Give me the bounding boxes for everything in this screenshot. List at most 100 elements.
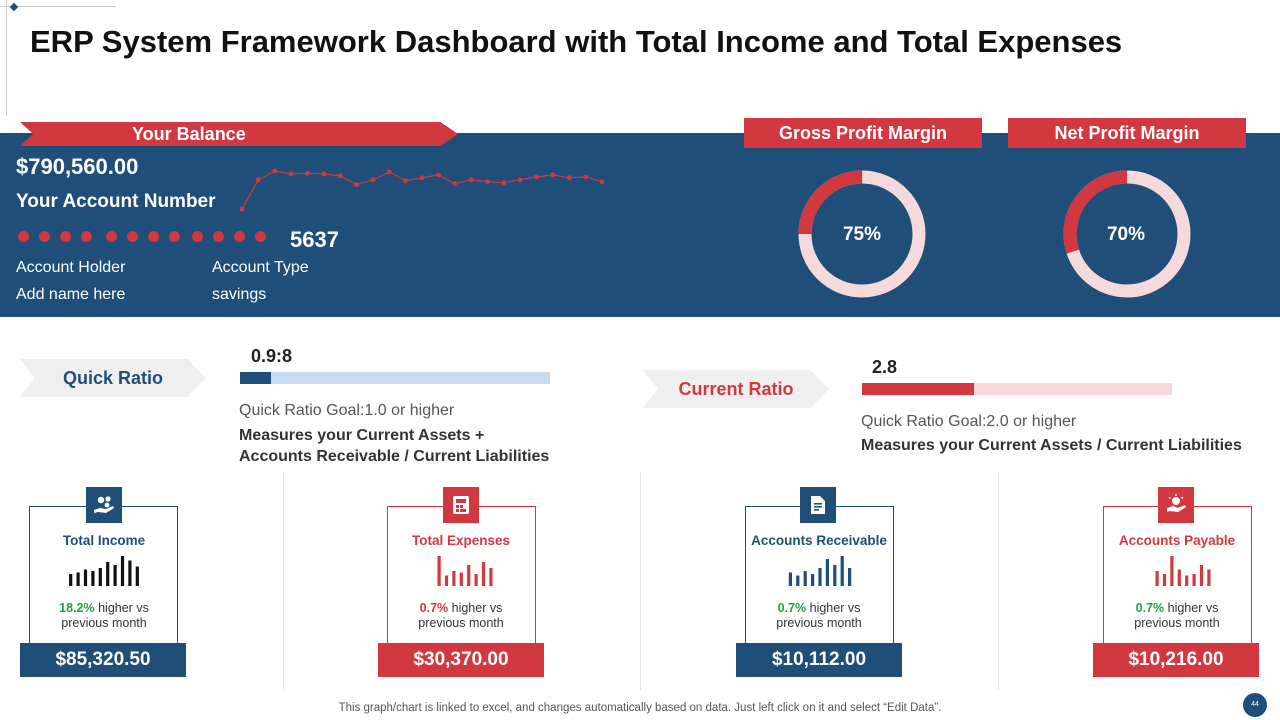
balance-sparkline [239,168,605,212]
sparkline-point [583,174,589,180]
mini-bar [1170,556,1174,586]
calculator-icon [443,487,479,523]
mini-bar [452,571,456,586]
accounts-payable-value: $10,216.00 [1093,643,1259,677]
accounts-receivable-title: Accounts Receivable [751,533,887,548]
total-income-title: Total Income [62,533,146,548]
mini-bar [1207,569,1211,586]
mini-bar [69,574,73,586]
accounts-payable-change-text: higher vs [1164,601,1219,615]
total-income-change-text: higher vs [94,601,149,615]
sparkline-point [501,180,507,186]
sparkline-point [386,169,392,175]
page-number-badge: 44 [1243,693,1267,717]
total-expenses-change: 0.7% higher vs previous month [381,601,541,631]
current-ratio-tag: Current Ratio [643,370,829,408]
total-income-change-pct: 18.2% [59,601,95,615]
mini-bar [98,568,102,586]
mini-bar [135,566,139,586]
mini-bar [467,565,471,586]
balance-amount: $790,560.00 [16,154,139,179]
current-ratio-desc: Measures your Current Assets / Current L… [861,437,1242,454]
quick-ratio-desc-1: Measures your Current Assets + [239,427,485,444]
current-ratio-bar [862,383,1172,395]
quick-ratio-value: 0.9:8 [251,346,293,366]
quick-ratio-tag: Quick Ratio [20,359,206,397]
mini-bar [481,562,486,586]
sparkline-point [468,177,474,183]
sparkline-point [239,206,245,212]
sparkline-point [419,175,425,181]
mini-bar [437,556,441,586]
accounts-payable-change: 0.7% higher vs previous month [1097,601,1257,631]
money-hand-icon [86,487,122,523]
sparkline-point [305,171,310,176]
total-expenses-value: $30,370.00 [378,643,544,677]
quick-ratio-goal: Quick Ratio Goal:1.0 or higher [239,402,455,419]
sparkline-point [321,171,327,177]
card-separator [640,472,641,690]
mini-bar [76,572,80,586]
mini-bar [1162,574,1167,586]
total-expenses-title: Total Expenses [411,533,511,548]
total-expenses-change-text2: previous month [418,616,504,630]
account-holder-label: Account Holder [16,259,126,276]
net-margin-value: 70% [1106,224,1146,245]
total-income-mini-chart [69,556,139,586]
total-income-change: 18.2% higher vs previous month [24,601,184,631]
accounts-receivable-change: 0.7% higher vs previous month [739,601,899,631]
total-expenses-change-text: higher vs [448,601,503,615]
gross-margin-value: 75% [842,224,882,245]
mini-bar [803,571,807,586]
current-ratio-bar-fill [862,383,974,395]
mini-bar [113,565,117,586]
total-income-change-text2: previous month [61,616,147,630]
accounts-receivable-change-text: higher vs [806,601,861,615]
mini-bar [1192,574,1196,586]
accounts-payable-change-text2: previous month [1134,616,1220,630]
mini-bar [459,572,463,586]
hand-coin-icon [1158,487,1194,523]
mini-bar [489,568,493,586]
card-separator [283,472,284,690]
mini-bar [811,574,815,586]
total-expenses-change-pct: 0.7% [419,601,449,615]
donut-segment [798,170,926,298]
page-title: ERP System Framework Dashboard with Tota… [30,24,1123,59]
accounts-receivable-change-pct: 0.7% [777,601,807,615]
accounts-receivable-change-text2: previous month [776,616,862,630]
balance-ribbon: Your Balance [20,122,458,146]
mini-bar [444,575,449,586]
quick-ratio-desc-2: Accounts Receivable / Current Liabilitie… [239,448,550,465]
account-type-label: Account Type [212,259,309,276]
sparkline-point [337,173,343,179]
corner-diamond [9,2,19,12]
mini-bar [1185,575,1189,586]
mini-bar [474,574,478,586]
corner-line-vertical [6,0,7,116]
mini-bar [840,556,844,586]
sparkline-point [550,172,556,178]
account-holder-value[interactable]: Add name here [16,286,126,303]
sparkline-point [354,182,359,188]
masked-account-dots [18,231,268,245]
mini-bar [83,569,88,586]
mini-bar [848,568,852,586]
mini-bar [833,565,837,586]
total-income-card [29,506,178,644]
sparkline-point [288,171,294,177]
account-number-last-digits: 5637 [290,227,339,252]
quick-ratio-bar-fill [240,372,271,384]
net-margin-header: Net Profit Margin [1008,118,1246,148]
sparkline-point [566,175,572,181]
account-number-label: Your Account Number [16,191,216,212]
document-icon [800,487,836,523]
sparkline-point [435,172,441,178]
mini-bar [1155,571,1159,586]
total-expenses-mini-chart [437,556,493,586]
sparkline-point [452,181,458,187]
mini-bar [825,559,829,586]
mini-bar [106,562,110,586]
accounts-payable-change-pct: 0.7% [1135,601,1165,615]
corner-line-horizontal [0,6,116,7]
